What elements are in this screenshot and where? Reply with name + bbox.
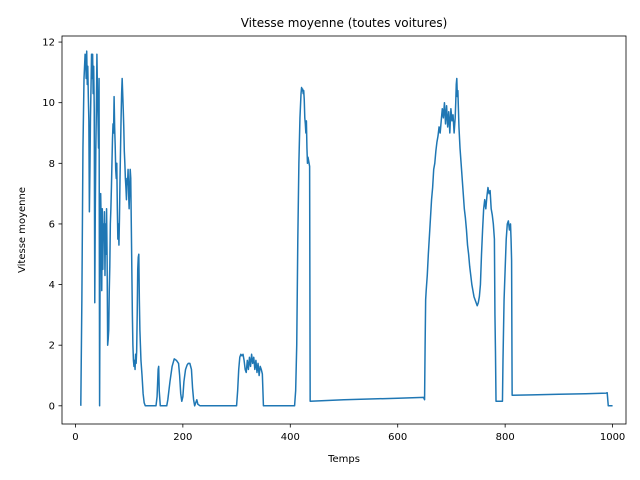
x-axis-title: Temps bbox=[327, 454, 360, 465]
y-tick-label: 10 bbox=[42, 98, 55, 109]
plot-frame bbox=[61, 35, 627, 425]
y-tick-label: 8 bbox=[49, 159, 55, 170]
series-line-vitesse-moyenne bbox=[80, 50, 613, 407]
x-tick-label: 200 bbox=[173, 432, 192, 443]
y-tick-label: 6 bbox=[49, 219, 55, 230]
chart-title: Vitesse moyenne (toutes voitures) bbox=[241, 16, 448, 30]
x-tick-label: 800 bbox=[496, 432, 515, 443]
x-tick-label: 400 bbox=[281, 432, 300, 443]
y-tick-label: 12 bbox=[42, 38, 55, 49]
x-tick-label: 0 bbox=[72, 432, 78, 443]
x-tick-label: 600 bbox=[388, 432, 407, 443]
y-axis-ticks: 0 2 4 6 8 10 12 bbox=[42, 38, 62, 412]
x-tick-label: 1000 bbox=[600, 432, 625, 443]
y-tick-label: 4 bbox=[49, 280, 55, 291]
y-tick-label: 0 bbox=[49, 401, 55, 412]
y-axis-title: Vitesse moyenne bbox=[17, 187, 28, 273]
x-axis-ticks: 0 200 400 600 800 1000 bbox=[72, 424, 625, 443]
y-tick-label: 2 bbox=[49, 341, 55, 352]
